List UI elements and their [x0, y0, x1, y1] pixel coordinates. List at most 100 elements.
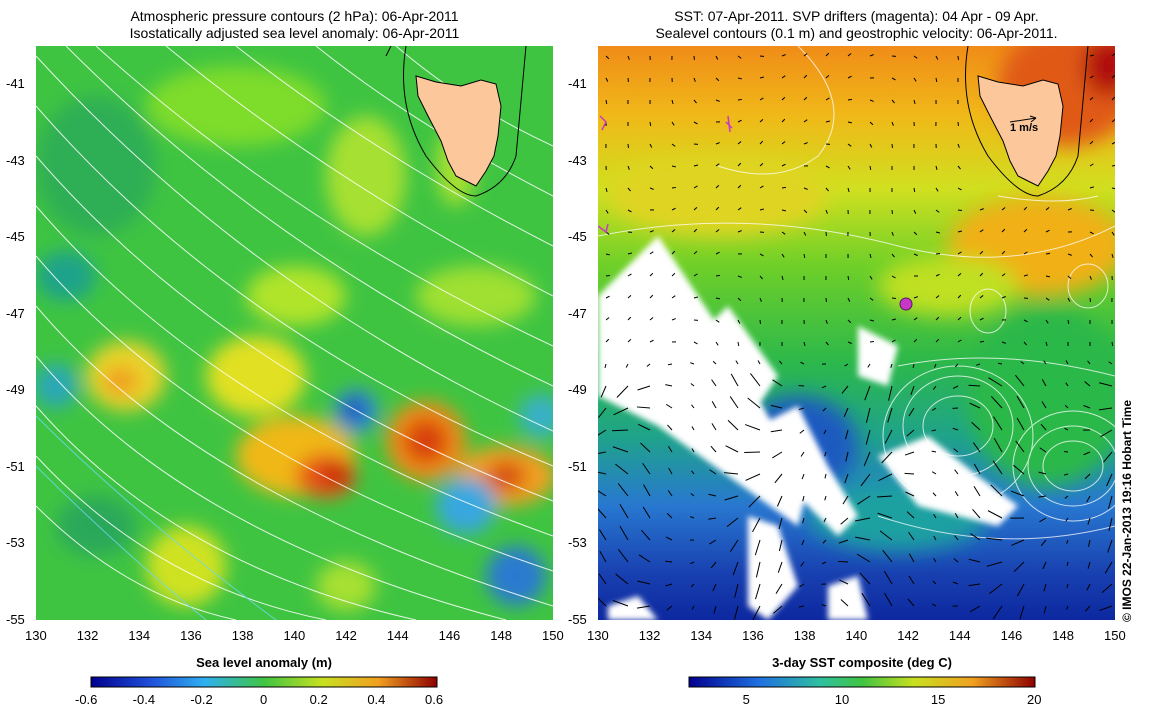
velocity-arrow	[774, 473, 783, 484]
velocity-arrow	[598, 451, 607, 454]
velocity-arrow	[979, 250, 984, 255]
velocity-arrow	[693, 228, 698, 233]
velocity-arrow	[933, 558, 937, 563]
velocity-arrow	[1089, 297, 1092, 303]
sea-level-anomaly-map	[36, 46, 553, 620]
velocity-arrow	[671, 295, 676, 299]
velocity-arrow	[884, 429, 893, 444]
velocity-arrow	[908, 531, 915, 541]
velocity-arrow	[671, 207, 676, 211]
velocity-arrow	[935, 316, 940, 321]
velocity-arrow	[913, 187, 916, 193]
lat-left-tick-m41: -41	[6, 76, 25, 91]
velocity-arrow	[933, 363, 937, 368]
velocity-arrow	[884, 592, 893, 607]
velocity-arrow	[803, 53, 808, 57]
velocity-arrow	[847, 319, 852, 324]
velocity-arrow	[1011, 539, 1025, 546]
velocity-arrow	[822, 539, 827, 544]
velocity-arrow	[1045, 297, 1050, 301]
velocity-arrow	[693, 164, 698, 167]
velocity-arrow	[891, 339, 896, 343]
lon-right-tick-150: 150	[1104, 628, 1126, 643]
velocity-arrow	[615, 573, 629, 585]
velocity-arrow	[957, 316, 962, 321]
velocity-arrow	[642, 506, 651, 519]
velocity-arrow	[712, 583, 717, 592]
lon-right-tick-146: 146	[1000, 628, 1023, 643]
colorbar-tick: -0.4	[132, 692, 156, 707]
velocity-arrow	[615, 463, 629, 475]
velocity-arrow	[1087, 561, 1091, 569]
velocity-arrow	[781, 275, 784, 280]
velocity-arrow	[1023, 341, 1027, 346]
lon-left-tick-130: 130	[25, 628, 47, 643]
velocity-arrow	[1045, 252, 1051, 255]
velocity-arrow	[737, 207, 742, 211]
velocity-arrow	[968, 384, 981, 387]
velocity-arrow	[1087, 539, 1091, 547]
velocity-arrow	[724, 495, 739, 501]
velocity-arrow	[671, 99, 674, 104]
velocity-arrow	[693, 99, 697, 104]
velocity-arrow	[847, 53, 852, 57]
velocity-arrow	[599, 529, 607, 541]
velocity-arrow	[627, 316, 632, 321]
velocity-arrow	[913, 253, 918, 256]
colorbar-tick: 0.2	[309, 692, 328, 707]
velocity-arrow	[823, 429, 827, 435]
velocity-arrow	[887, 407, 893, 423]
velocity-arrow	[598, 597, 607, 607]
colorbar-tick: 15	[930, 692, 946, 707]
velocity-arrow	[986, 561, 1003, 567]
velocity-arrow	[1013, 561, 1025, 572]
velocity-arrow	[752, 605, 761, 620]
velocity-arrow	[869, 121, 874, 126]
velocity-arrow	[869, 143, 873, 148]
velocity-arrow	[781, 141, 786, 145]
velocity-arrow	[821, 385, 827, 389]
velocity-arrow	[913, 296, 918, 299]
velocity-arrow	[637, 385, 651, 391]
velocity-arrow	[1089, 75, 1094, 79]
lat-right-tick-m41: -41	[568, 76, 587, 91]
velocity-arrow	[726, 517, 739, 528]
velocity-arrow	[637, 580, 651, 585]
velocity-arrow	[891, 231, 894, 236]
velocity-arrow	[1084, 381, 1091, 387]
velocity-arrow	[781, 118, 786, 123]
velocity-arrow	[737, 98, 743, 101]
velocity-arrow	[649, 339, 654, 343]
velocity-arrow	[825, 97, 830, 101]
velocity-arrow	[992, 605, 1003, 620]
velocity-arrow	[646, 363, 651, 367]
velocity-arrow	[1043, 583, 1047, 592]
velocity-arrow	[1101, 583, 1113, 594]
velocity-arrow	[888, 385, 893, 401]
velocity-arrow	[668, 467, 673, 475]
right-title-line2: Sealevel contours (0.1 m) and geostrophi…	[655, 25, 1058, 41]
velocity-arrow	[913, 209, 917, 214]
velocity-arrow	[863, 451, 871, 467]
velocity-arrow	[1067, 208, 1072, 211]
velocity-arrow	[913, 77, 917, 82]
velocity-arrow	[711, 401, 717, 409]
velocity-arrow	[1015, 374, 1025, 387]
sea-level-colorbar	[90, 676, 438, 688]
velocity-arrow	[935, 187, 939, 192]
velocity-arrow	[935, 209, 940, 213]
colorbar-tick: 0	[260, 692, 268, 707]
velocity-arrow	[781, 209, 787, 212]
velocity-arrow	[957, 230, 963, 233]
velocity-arrow	[1108, 495, 1113, 509]
velocity-arrow	[734, 605, 739, 620]
velocity-arrow	[759, 118, 764, 123]
velocity-arrow	[715, 297, 721, 300]
velocity-arrow	[957, 165, 961, 170]
velocity-arrow	[708, 517, 717, 520]
velocity-arrow	[823, 517, 827, 523]
lon-left-tick-142: 142	[335, 628, 357, 643]
velocity-arrow	[1099, 382, 1113, 387]
velocity-arrow	[667, 363, 673, 366]
lat-left-tick-m53: -53	[6, 535, 25, 550]
